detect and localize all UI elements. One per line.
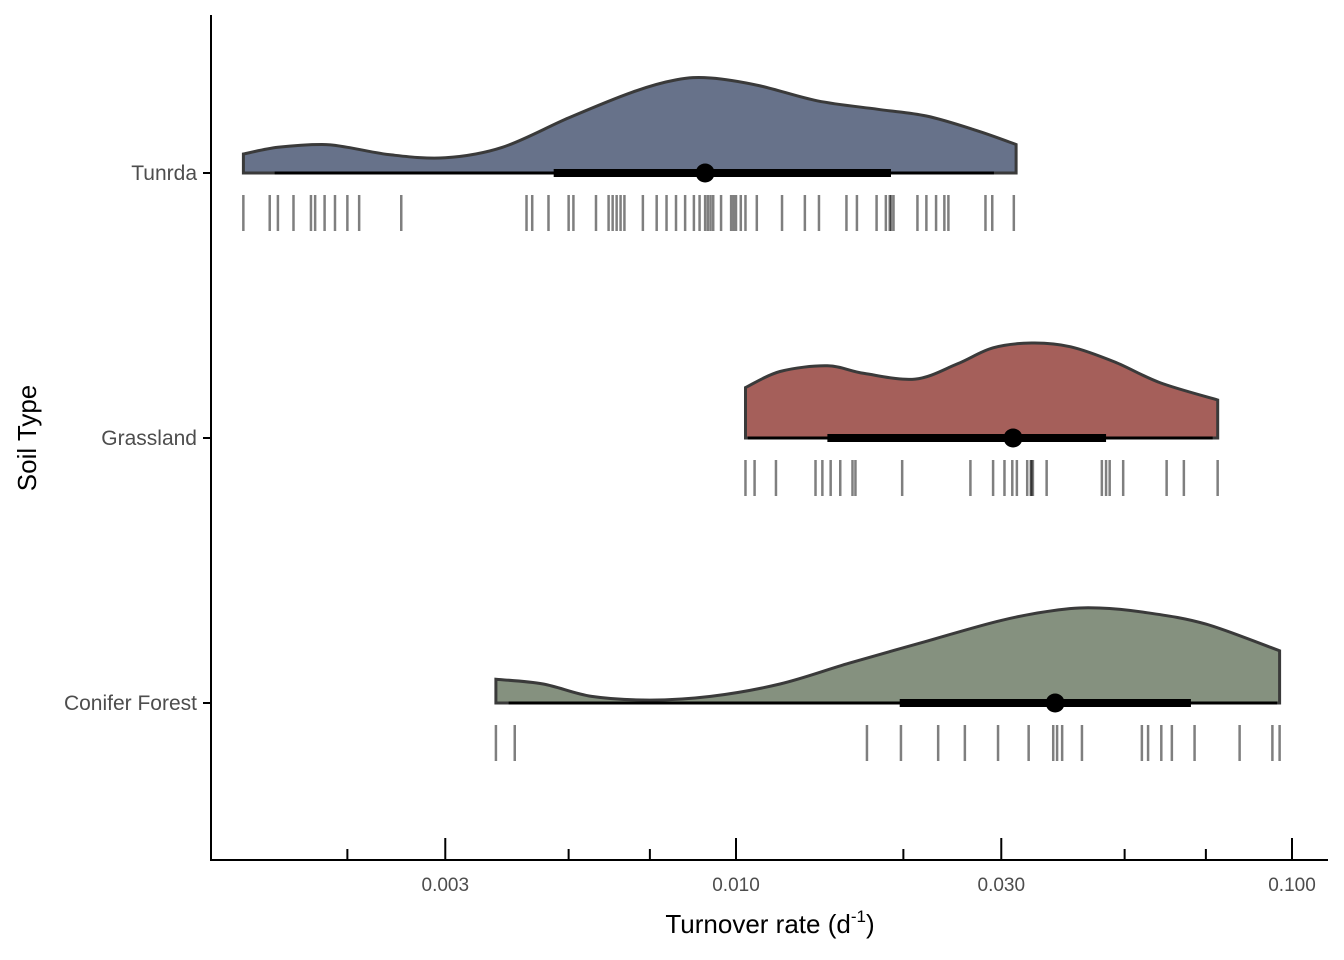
y-ticks: Tunrda Grassland Conifer Forest [64, 162, 211, 715]
x-tick-label: 0.100 [1268, 875, 1316, 896]
x-tick-label: 0.030 [978, 875, 1026, 896]
x-axis-title-suffix: ) [866, 909, 875, 939]
density-tunrda [241, 76, 1018, 175]
y-tick-label-tunrda: Tunrda [131, 162, 197, 185]
x-tick-label: 0.003 [422, 875, 470, 896]
median-point-tunrda [695, 163, 715, 183]
y-axis-title: Soil Type [12, 385, 42, 491]
median-point-grassland [1003, 428, 1023, 448]
density-conifer-forest [494, 606, 1282, 705]
x-tick-label: 0.010 [712, 875, 760, 896]
median-point-conifer-forest [1045, 693, 1065, 713]
x-ticks: 0.003 0.010 0.030 0.100 [346, 838, 1316, 896]
x-axis-title-superscript: -1 [851, 907, 866, 926]
observation-layer [242, 195, 1281, 761]
x-axis-title: Turnover rate (d-1) [665, 907, 874, 939]
density-layer [241, 76, 1282, 705]
interval-layer [274, 163, 1278, 713]
density-grassland [744, 341, 1220, 440]
y-tick-label-conifer-forest: Conifer Forest [64, 692, 197, 715]
y-tick-label-grassland: Grassland [101, 427, 197, 450]
